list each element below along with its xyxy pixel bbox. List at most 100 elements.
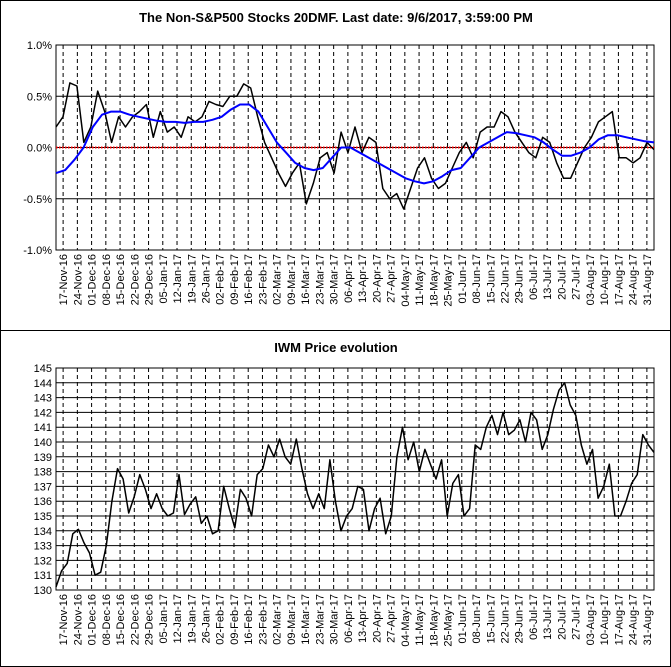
x-tick-label: 05-Jan-17: [158, 594, 170, 644]
y-tick-label: 132: [34, 555, 52, 567]
x-tick-label: 10-Aug-17: [599, 254, 611, 305]
x-tick-label: 01-Jun-17: [457, 594, 469, 644]
x-tick-label: 02-Mar-17: [272, 254, 284, 305]
x-tick-label: 20-Apr-17: [371, 254, 383, 303]
y-tick-label: 133: [34, 541, 52, 553]
y-tick-label: 0.5%: [27, 91, 52, 103]
x-tick-label: 15-Jun-17: [485, 254, 497, 304]
x-tick-label: 16-Mar-17: [300, 254, 312, 305]
x-tick-label: 06-Apr-17: [343, 594, 355, 643]
x-tick-label: 22-Jun-17: [500, 254, 512, 304]
y-tick-label: 140: [34, 437, 52, 449]
x-tick-label: 15-Dec-16: [115, 594, 127, 645]
x-tick-label: 16-Feb-17: [243, 254, 255, 305]
x-tick-label: 26-Jan-17: [201, 594, 213, 644]
x-tick-label: 10-Aug-17: [599, 594, 611, 645]
x-tick-label: 26-Jan-17: [201, 254, 213, 304]
x-tick-label: 13-Jul-17: [542, 594, 554, 640]
x-tick-label: 27-Apr-17: [386, 254, 398, 303]
x-tick-label: 12-Jan-17: [172, 594, 184, 644]
y-tick-label: 130: [34, 585, 52, 597]
x-tick-label: 17-Nov-16: [58, 254, 70, 305]
y-tick-label: 139: [34, 452, 52, 464]
x-tick-label: 31-Aug-17: [642, 594, 654, 645]
x-tick-label: 22-Dec-16: [129, 254, 141, 305]
x-tick-label: 20-Jul-17: [556, 254, 568, 300]
x-tick-label: 27-Apr-17: [386, 594, 398, 643]
x-tick-label: 03-Aug-17: [585, 254, 597, 305]
x-tick-label: 25-May-17: [443, 254, 455, 307]
x-tick-label: 24-Aug-17: [628, 254, 640, 305]
panel-divider: [0, 330, 671, 331]
x-tick-label: 08-Dec-16: [101, 594, 113, 645]
x-tick-label: 24-Nov-16: [72, 254, 84, 305]
x-tick-label: 01-Jun-17: [457, 254, 469, 304]
x-tick-label: 06-Apr-17: [343, 254, 355, 303]
x-tick-label: 01-Dec-16: [87, 254, 99, 305]
series-line-1-2: [55, 103, 655, 185]
x-tick-label: 02-Mar-17: [272, 594, 284, 645]
x-tick-label: 20-Jul-17: [556, 594, 568, 640]
x-tick-label: 16-Mar-17: [300, 594, 312, 645]
y-tick-label: 1.0%: [27, 40, 52, 52]
x-tick-label: 17-Aug-17: [613, 594, 625, 645]
x-tick-label: 17-Nov-16: [58, 594, 70, 645]
x-tick-label: 09-Feb-17: [229, 594, 241, 645]
x-tick-label: 13-Apr-17: [357, 594, 369, 643]
series-line-1-1: [55, 82, 655, 210]
x-tick-label: 06-Jul-17: [528, 594, 540, 640]
x-tick-label: 18-May-17: [428, 254, 440, 307]
x-tick-label: 05-Jan-17: [158, 254, 170, 304]
x-tick-label: 15-Dec-16: [115, 254, 127, 305]
x-tick-label: 24-Aug-17: [628, 594, 640, 645]
x-tick-label: 29-Jun-17: [514, 594, 526, 644]
x-tick-label: 11-May-17: [414, 594, 426, 646]
y-tick-label: 142: [34, 407, 52, 419]
y-tick-label: 145: [34, 363, 52, 375]
x-tick-label: 02-Feb-17: [215, 594, 227, 645]
y-tick-label: -0.5%: [23, 194, 52, 206]
x-tick-label: 27-Jul-17: [571, 594, 583, 640]
x-tick-label: 17-Aug-17: [613, 254, 625, 305]
plot-area-2: [55, 367, 655, 591]
x-tick-label: 19-Jan-17: [186, 594, 198, 644]
x-tick-label: 08-Dec-16: [101, 254, 113, 305]
x-tick-label: 13-Jul-17: [542, 254, 554, 300]
y-tick-label: 135: [34, 511, 52, 523]
x-tick-label: 04-May-17: [400, 594, 412, 647]
y-tick-label: 143: [34, 393, 52, 405]
x-tick-label: 30-Mar-17: [329, 594, 341, 645]
x-tick-label: 22-Jun-17: [500, 594, 512, 644]
x-tick-label: 09-Mar-17: [286, 594, 298, 645]
x-tick-label: 03-Aug-17: [585, 594, 597, 645]
x-tick-label: 23-Feb-17: [257, 594, 269, 645]
y-tick-label: -1.0%: [23, 245, 52, 257]
y-tick-label: 141: [34, 422, 52, 434]
x-tick-label: 11-May-17: [414, 254, 426, 306]
y-tick-label: 134: [34, 526, 52, 538]
x-tick-label: 12-Jan-17: [172, 254, 184, 304]
y-tick-label: 136: [34, 496, 52, 508]
x-tick-label: 15-Jun-17: [485, 594, 497, 644]
y-tick-label: 138: [34, 467, 52, 479]
x-tick-label: 09-Mar-17: [286, 254, 298, 305]
x-tick-label: 02-Feb-17: [215, 254, 227, 305]
x-tick-label: 25-May-17: [443, 594, 455, 647]
y-tick-label: 0.0%: [27, 143, 52, 155]
x-tick-label: 23-Mar-17: [314, 254, 326, 305]
x-tick-label: 09-Feb-17: [229, 254, 241, 305]
x-tick-label: 20-Apr-17: [371, 594, 383, 643]
x-tick-label: 04-May-17: [400, 254, 412, 307]
y-tick-label: 131: [34, 570, 52, 582]
x-tick-label: 01-Dec-16: [87, 594, 99, 645]
x-tick-label: 18-May-17: [428, 594, 440, 647]
x-tick-label: 29-Dec-16: [144, 594, 156, 645]
x-tick-label: 16-Feb-17: [243, 594, 255, 645]
x-tick-label: 22-Dec-16: [129, 594, 141, 645]
x-tick-label: 29-Jun-17: [514, 254, 526, 304]
y-tick-label: 137: [34, 481, 52, 493]
x-tick-label: 23-Feb-17: [257, 254, 269, 305]
x-tick-label: 08-Jun-17: [471, 594, 483, 644]
chart-1-title: The Non-S&P500 Stocks 20DMF. Last date: …: [139, 10, 533, 25]
